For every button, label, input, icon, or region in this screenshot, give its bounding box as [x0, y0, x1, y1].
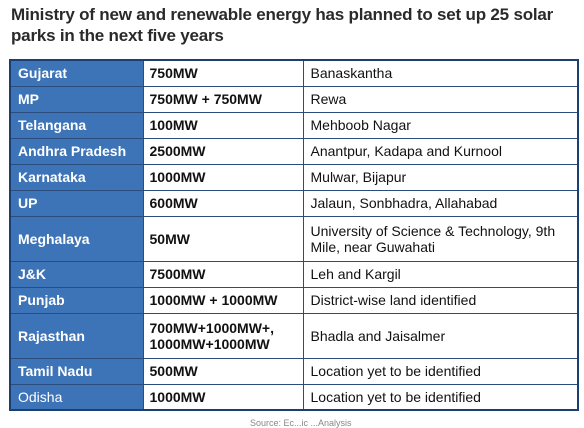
capacity-cell: 100MW	[142, 111, 304, 139]
source-footer: Source: Ec...ic ...Analysis	[250, 418, 352, 428]
location-cell: Mehboob Nagar	[302, 111, 579, 139]
state-cell: J&K	[9, 260, 144, 288]
location-cell: Mulwar, Bijapur	[302, 163, 579, 191]
capacity-cell: 500MW	[142, 357, 304, 385]
capacity-cell: 750MW + 750MW	[142, 85, 304, 113]
state-cell: Punjab	[9, 286, 144, 314]
solar-parks-table: Gujarat 750MW Banaskantha MP 750MW + 750…	[9, 59, 579, 411]
location-cell: Rewa	[302, 85, 579, 113]
location-cell: Location yet to be identified	[302, 357, 579, 385]
location-cell: Banaskantha	[302, 59, 579, 87]
table-row: Meghalaya 50MW University of Science & T…	[9, 215, 579, 262]
capacity-cell: 700MW+1000MW+, 1000MW+1000MW	[142, 312, 304, 359]
state-cell: Telangana	[9, 111, 144, 139]
table-row: Tamil Nadu 500MW Location yet to be iden…	[9, 357, 579, 385]
capacity-cell: 1000MW	[142, 163, 304, 191]
location-cell: Leh and Kargil	[302, 260, 579, 288]
state-cell: UP	[9, 189, 144, 217]
page-title: Ministry of new and renewable energy has…	[11, 5, 554, 45]
table-row: Rajasthan 700MW+1000MW+, 1000MW+1000MW B…	[9, 312, 579, 359]
location-cell: Location yet to be identified	[302, 383, 579, 411]
state-cell: Tamil Nadu	[9, 357, 144, 385]
state-cell: Andhra Pradesh	[9, 137, 144, 165]
table-row: J&K 7500MW Leh and Kargil	[9, 260, 579, 288]
location-cell: University of Science & Technology, 9th …	[302, 215, 579, 262]
capacity-cell: 7500MW	[142, 260, 304, 288]
table-row: Gujarat 750MW Banaskantha	[9, 59, 579, 87]
location-cell: Anantpur, Kadapa and Kurnool	[302, 137, 579, 165]
capacity-cell: 1000MW	[142, 383, 304, 411]
location-cell: Bhadla and Jaisalmer	[302, 312, 579, 359]
state-cell: Rajasthan	[9, 312, 144, 359]
location-cell: District-wise land identified	[302, 286, 579, 314]
table-row: Karnataka 1000MW Mulwar, Bijapur	[9, 163, 579, 191]
capacity-cell: 50MW	[142, 215, 304, 262]
table-row: Andhra Pradesh 2500MW Anantpur, Kadapa a…	[9, 137, 579, 165]
state-cell: MP	[9, 85, 144, 113]
table-row: MP 750MW + 750MW Rewa	[9, 85, 579, 113]
table-row: Telangana 100MW Mehboob Nagar	[9, 111, 579, 139]
state-cell: Meghalaya	[9, 215, 144, 262]
table-row: UP 600MW Jalaun, Sonbhadra, Allahabad	[9, 189, 579, 217]
table-row: Odisha 1000MW Location yet to be identif…	[9, 383, 579, 411]
state-cell: Gujarat	[9, 59, 144, 87]
table-row: Punjab 1000MW + 1000MW District-wise lan…	[9, 286, 579, 314]
location-cell: Jalaun, Sonbhadra, Allahabad	[302, 189, 579, 217]
capacity-cell: 750MW	[142, 59, 304, 87]
capacity-cell: 1000MW + 1000MW	[142, 286, 304, 314]
capacity-cell: 2500MW	[142, 137, 304, 165]
state-cell: Karnataka	[9, 163, 144, 191]
state-cell: Odisha	[9, 383, 144, 411]
capacity-cell: 600MW	[142, 189, 304, 217]
